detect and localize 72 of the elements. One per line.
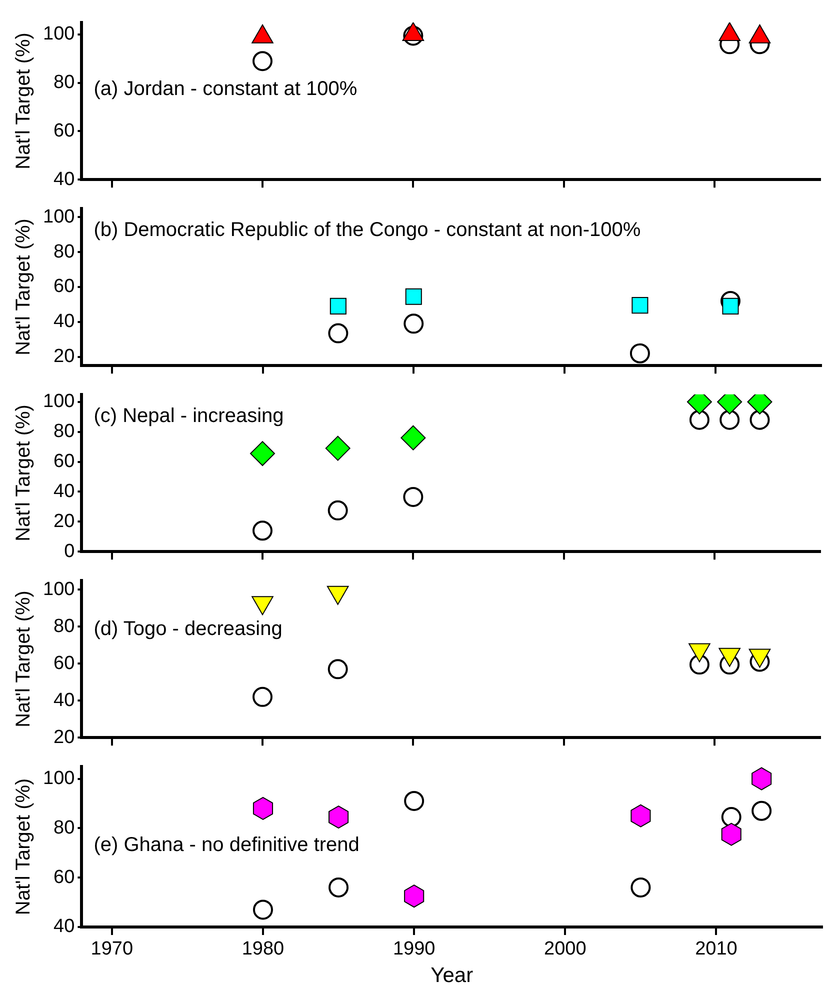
x-tick-label: 2000 [544, 938, 586, 960]
y-tick-label: 100 [43, 24, 75, 45]
point [721, 807, 742, 828]
x-tick-label: 1980 [242, 938, 284, 960]
point [328, 877, 349, 898]
point [721, 822, 742, 846]
point [252, 596, 274, 616]
point [328, 500, 348, 520]
y-tick-label: 60 [54, 276, 75, 298]
annotation: (c) Nepal - increasing [94, 404, 284, 427]
y-tick-label: 40 [54, 480, 75, 502]
point [328, 806, 349, 829]
point [325, 436, 350, 461]
y-tick-label: 40 [54, 916, 75, 938]
y-axis-title: Nat'l Target (%) [12, 778, 35, 916]
point [326, 586, 349, 605]
point [630, 877, 651, 898]
point [252, 686, 273, 707]
point [252, 796, 274, 820]
x-tick-label: 2010 [695, 938, 738, 960]
point [632, 297, 648, 314]
point [752, 767, 772, 790]
y-tick-label: 60 [54, 451, 75, 472]
annotation: (b) Democratic Republic of the Congo - constant at non-100% [94, 218, 641, 241]
point [630, 343, 650, 364]
y-tick-label: 60 [54, 120, 75, 142]
y-axis-title: Nat'l Target (%) [12, 32, 35, 170]
y-tick-label: 20 [54, 346, 75, 368]
y-tick-label: 40 [54, 311, 75, 332]
point [752, 800, 772, 821]
annotation: (d) Togo - decreasing [94, 618, 282, 640]
y-tick-label: 100 [43, 206, 75, 228]
y-tick-label: 40 [54, 690, 75, 711]
point [630, 804, 651, 828]
y-tick-label: 20 [54, 726, 75, 748]
point [720, 410, 740, 430]
point [404, 884, 424, 908]
point [328, 659, 348, 680]
y-tick-label: 20 [54, 510, 75, 532]
y-tick-label: 80 [54, 817, 75, 838]
y-tick-label: 0 [64, 540, 75, 562]
y-tick-label: 60 [54, 866, 75, 888]
y-tick-label: 80 [54, 241, 75, 262]
point [328, 323, 348, 344]
y-tick-label: 100 [43, 578, 75, 600]
point [250, 441, 276, 466]
point [405, 288, 422, 305]
annotation: (e) Ghana - no definitive trend [94, 834, 360, 856]
y-tick-label: 100 [43, 391, 75, 412]
point [689, 410, 710, 430]
y-tick-label: 80 [54, 72, 75, 94]
y-axis-title: Nat'l Target (%) [12, 404, 35, 542]
point [404, 314, 424, 334]
point [403, 486, 424, 507]
y-tick-label: 40 [54, 168, 75, 190]
y-axis-title: Nat'l Target (%) [12, 590, 35, 728]
y-tick-label: 80 [54, 421, 75, 442]
point [750, 410, 770, 430]
point [404, 790, 424, 811]
annotation: (a) Jordan - constant at 100% [94, 78, 358, 100]
point [400, 425, 426, 450]
y-tick-label: 80 [54, 616, 75, 637]
y-tick-label: 60 [54, 652, 75, 674]
y-tick-label: 100 [43, 768, 75, 789]
y-axis-title: Nat'l Target (%) [12, 218, 35, 356]
x-tick-label: 1970 [90, 938, 134, 960]
x-tick-label: 1990 [392, 938, 436, 960]
point [252, 520, 273, 541]
point [330, 298, 346, 314]
point [253, 900, 273, 920]
x-axis-title: Year [430, 964, 474, 988]
point [722, 298, 739, 314]
